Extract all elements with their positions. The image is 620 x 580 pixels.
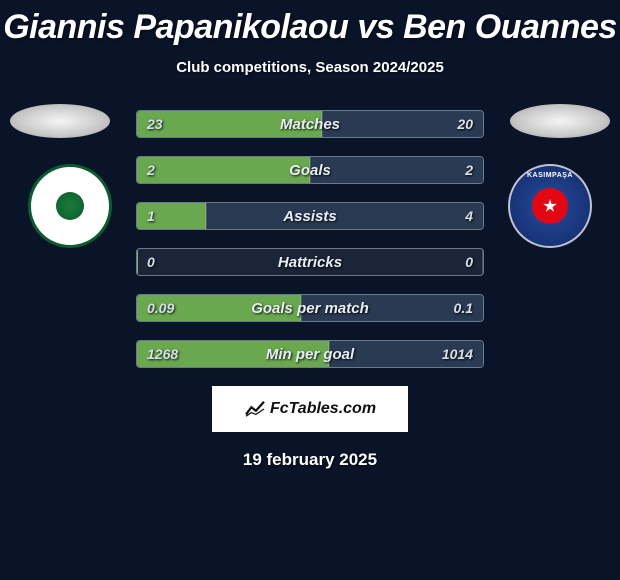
date-label: 19 february 2025 [0, 450, 620, 470]
stat-value-right: 20 [457, 111, 473, 137]
stat-value-left: 2 [147, 157, 155, 183]
stat-value-right: 2 [465, 157, 473, 183]
club-badge-right-inner [532, 188, 568, 224]
stat-fill-left [137, 157, 310, 183]
player-photo-left [10, 104, 110, 138]
stat-value-left: 1268 [147, 341, 178, 367]
comparison-panel: KASIMPAŞA 2320Matches22Goals14Assists00H… [0, 104, 620, 470]
stat-fill-right [310, 157, 483, 183]
stat-value-left: 0 [147, 249, 155, 275]
stat-row: 2320Matches [136, 110, 484, 138]
stat-label: Hattricks [137, 249, 483, 275]
stat-fill-right [482, 249, 483, 275]
brand-box[interactable]: FcTables.com [212, 386, 408, 432]
stat-row: 22Goals [136, 156, 484, 184]
stat-fill-left [137, 249, 138, 275]
stat-bars: 2320Matches22Goals14Assists00Hattricks0.… [136, 104, 484, 368]
club-badge-left [28, 164, 112, 248]
stat-row: 0.090.1Goals per match [136, 294, 484, 322]
stat-row: 0 0Hattricks [136, 248, 484, 276]
stat-value-right: 4 [465, 203, 473, 229]
stat-value-left: 0.09 [147, 295, 174, 321]
player-photo-right [510, 104, 610, 138]
brand-text: FcTables.com [270, 400, 376, 418]
club-badge-right-text: KASIMPAŞA [527, 172, 573, 179]
club-badge-right: KASIMPAŞA [508, 164, 592, 248]
page-title: Giannis Papanikolaou vs Ben Ouannes [0, 0, 620, 47]
stat-value-right: 1014 [442, 341, 473, 367]
stat-value-right: 0 [465, 249, 473, 275]
brand-icon [244, 400, 266, 418]
subtitle: Club competitions, Season 2024/2025 [0, 59, 620, 76]
stat-value-right: 0.1 [454, 295, 473, 321]
stat-row: 14Assists [136, 202, 484, 230]
stat-fill-left [137, 111, 322, 137]
stat-fill-right [206, 203, 483, 229]
stat-row: 12681014Min per goal [136, 340, 484, 368]
stat-value-left: 1 [147, 203, 155, 229]
stat-value-left: 23 [147, 111, 163, 137]
